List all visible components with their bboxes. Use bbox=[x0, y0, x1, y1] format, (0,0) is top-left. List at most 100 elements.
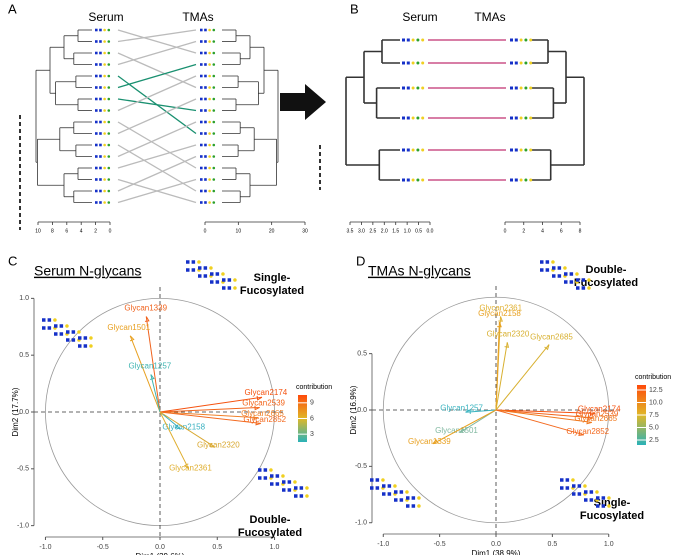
glycan-icon bbox=[421, 61, 425, 65]
glycan-icon bbox=[293, 480, 297, 484]
glycan-icon bbox=[387, 484, 392, 488]
glycan-icon bbox=[294, 494, 298, 498]
tangle-line bbox=[117, 63, 197, 89]
glycan-icon bbox=[402, 38, 405, 42]
glycan-icon bbox=[200, 120, 203, 124]
glycan-icon bbox=[563, 266, 567, 270]
glycan-icon bbox=[581, 286, 586, 290]
glycan-icon bbox=[204, 40, 207, 43]
glycan-icon bbox=[208, 28, 211, 32]
glycan-icon bbox=[212, 143, 216, 147]
glycan-icon bbox=[103, 189, 106, 193]
glycan-icon bbox=[204, 86, 207, 89]
arrow-head bbox=[587, 415, 594, 421]
glycan-icon bbox=[208, 143, 211, 147]
glycan-icon bbox=[66, 330, 70, 334]
glycan-icon bbox=[215, 272, 220, 276]
glycan-icon bbox=[200, 201, 203, 204]
colorbar-tick-label: 3 bbox=[310, 431, 314, 438]
loading-arrow bbox=[150, 374, 161, 413]
glycan-icon bbox=[204, 109, 207, 112]
glycan-icon bbox=[607, 496, 611, 500]
glycan-icon bbox=[107, 28, 111, 32]
glycan-icon bbox=[370, 478, 374, 482]
glycan-icon bbox=[587, 278, 591, 282]
axis-tick-label: 4 bbox=[80, 228, 83, 234]
x-tick-label: 0.5 bbox=[212, 544, 222, 551]
glycan-icon bbox=[212, 74, 216, 78]
glycan-icon bbox=[107, 155, 111, 158]
glycan-icon bbox=[95, 51, 98, 55]
glycan-icon bbox=[212, 201, 216, 204]
glycan-icon bbox=[514, 38, 518, 42]
glycan-icon bbox=[584, 490, 588, 494]
glycan-icon bbox=[59, 324, 64, 328]
glycan-icon bbox=[233, 286, 237, 290]
tangle-line bbox=[117, 29, 197, 43]
glycan-icon bbox=[270, 482, 274, 486]
variable-label: Glycan1501 bbox=[435, 426, 478, 435]
glycan-icon bbox=[529, 178, 533, 182]
axis-tick-label: 3.0 bbox=[358, 228, 365, 234]
glycan-icon bbox=[103, 178, 106, 181]
glycan-icon bbox=[305, 486, 309, 490]
axis-tick-label: 6 bbox=[65, 228, 68, 234]
glycan-icon bbox=[406, 178, 410, 182]
glycan-icon bbox=[208, 86, 211, 89]
axis-tick-label: 30 bbox=[302, 228, 308, 234]
glycan-icon bbox=[103, 155, 106, 158]
glycan-icon bbox=[212, 40, 216, 43]
arrow-head bbox=[256, 395, 263, 401]
loading-arrow bbox=[159, 411, 259, 419]
tree-label: TMAs bbox=[474, 10, 505, 24]
arrow-head bbox=[544, 344, 550, 351]
glycan-icon bbox=[402, 116, 405, 120]
glycan-icon bbox=[514, 116, 518, 120]
glycan-icon bbox=[99, 178, 102, 181]
glycan-icon bbox=[200, 63, 203, 66]
glycan-icon bbox=[212, 109, 216, 112]
glycan-icon bbox=[107, 86, 111, 89]
glycan-icon bbox=[204, 74, 207, 78]
variable-label: Glycan2320 bbox=[197, 440, 240, 449]
glycan-icon bbox=[107, 166, 111, 170]
glycan-icon bbox=[210, 272, 214, 276]
glycan-icon bbox=[208, 51, 211, 55]
variable-label: Glycan2158 bbox=[478, 309, 521, 318]
x-tick-label: -1.0 bbox=[377, 541, 389, 548]
axis-tick-label: 0 bbox=[109, 228, 112, 234]
colorbar-tick-label: 9 bbox=[310, 400, 314, 407]
loading-arrow bbox=[495, 409, 585, 436]
glycan-icon bbox=[557, 266, 562, 270]
panel-letter: B bbox=[350, 1, 359, 16]
arrow-head bbox=[255, 420, 261, 426]
loading-arrow bbox=[495, 409, 596, 414]
glycan-icon bbox=[200, 178, 203, 181]
variable-label: Glycan2174 bbox=[578, 405, 621, 414]
glycan-icon bbox=[411, 178, 415, 182]
variable-label: Glycan2320 bbox=[487, 330, 530, 339]
glycan-icon bbox=[524, 178, 528, 182]
axis-tick-label: 10 bbox=[35, 228, 41, 234]
chart-title: Serum N-glycans bbox=[34, 263, 141, 279]
glycan-icon bbox=[198, 266, 202, 270]
glycan-icon bbox=[47, 318, 52, 322]
tree-label: TMAs bbox=[182, 10, 213, 24]
glycan-icon bbox=[208, 97, 211, 101]
y-tick-label: 1.0 bbox=[19, 295, 29, 302]
glycan-icon bbox=[510, 61, 513, 65]
glycan-icon bbox=[421, 38, 425, 42]
glycan-icon bbox=[191, 260, 196, 264]
glycan-icon bbox=[557, 274, 562, 278]
glycan-icon bbox=[233, 278, 237, 282]
tangle-line bbox=[117, 178, 197, 204]
glycan-icon bbox=[103, 86, 106, 89]
glycan-icon bbox=[200, 166, 203, 170]
glycan-icon bbox=[529, 148, 533, 152]
glycan-icon bbox=[103, 143, 106, 147]
glycan-icon bbox=[95, 178, 98, 181]
glycan-icon bbox=[275, 482, 280, 486]
glycan-icon bbox=[406, 116, 410, 120]
glycan-icon bbox=[103, 51, 106, 55]
glycan-icon bbox=[577, 492, 582, 496]
